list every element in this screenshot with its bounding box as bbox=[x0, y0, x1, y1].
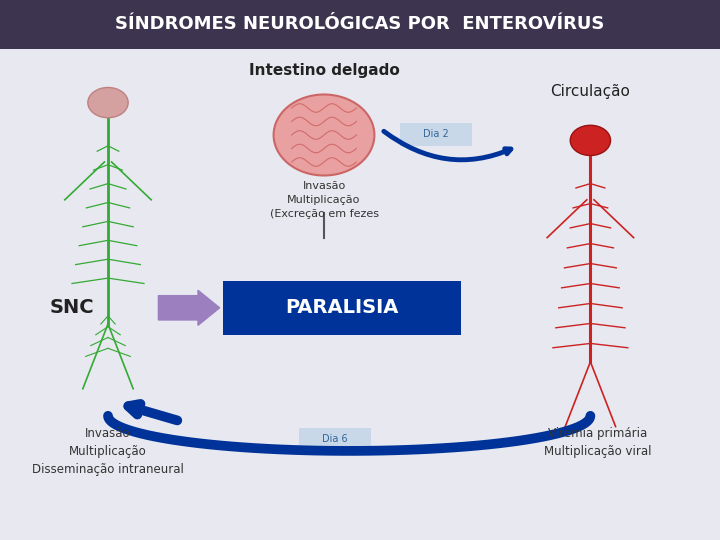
Circle shape bbox=[88, 87, 128, 118]
Text: Invasão
Multiplicação
(Excreção em fezes: Invasão Multiplicação (Excreção em fezes bbox=[269, 181, 379, 219]
FancyBboxPatch shape bbox=[400, 123, 472, 146]
Text: Invasão
Multiplicação
Disseminação intraneural: Invasão Multiplicação Disseminação intra… bbox=[32, 427, 184, 476]
Text: Circulação: Circulação bbox=[551, 84, 630, 99]
Text: PARALISIA: PARALISIA bbox=[285, 298, 399, 318]
Text: Viremia primária
Multiplicação viral: Viremia primária Multiplicação viral bbox=[544, 427, 652, 457]
Circle shape bbox=[570, 125, 611, 156]
Ellipse shape bbox=[274, 94, 374, 176]
Text: SÍNDROMES NEUROLÓGICAS POR  ENTEROVÍRUS: SÍNDROMES NEUROLÓGICAS POR ENTEROVÍRUS bbox=[115, 15, 605, 33]
Text: Dia 2: Dia 2 bbox=[423, 129, 449, 139]
Text: Intestino delgado: Intestino delgado bbox=[248, 63, 400, 78]
Text: Dia 6: Dia 6 bbox=[322, 434, 348, 444]
Text: SNC: SNC bbox=[50, 298, 94, 318]
FancyBboxPatch shape bbox=[0, 0, 720, 49]
FancyArrow shape bbox=[158, 291, 220, 325]
FancyBboxPatch shape bbox=[223, 281, 461, 335]
FancyBboxPatch shape bbox=[299, 428, 371, 451]
